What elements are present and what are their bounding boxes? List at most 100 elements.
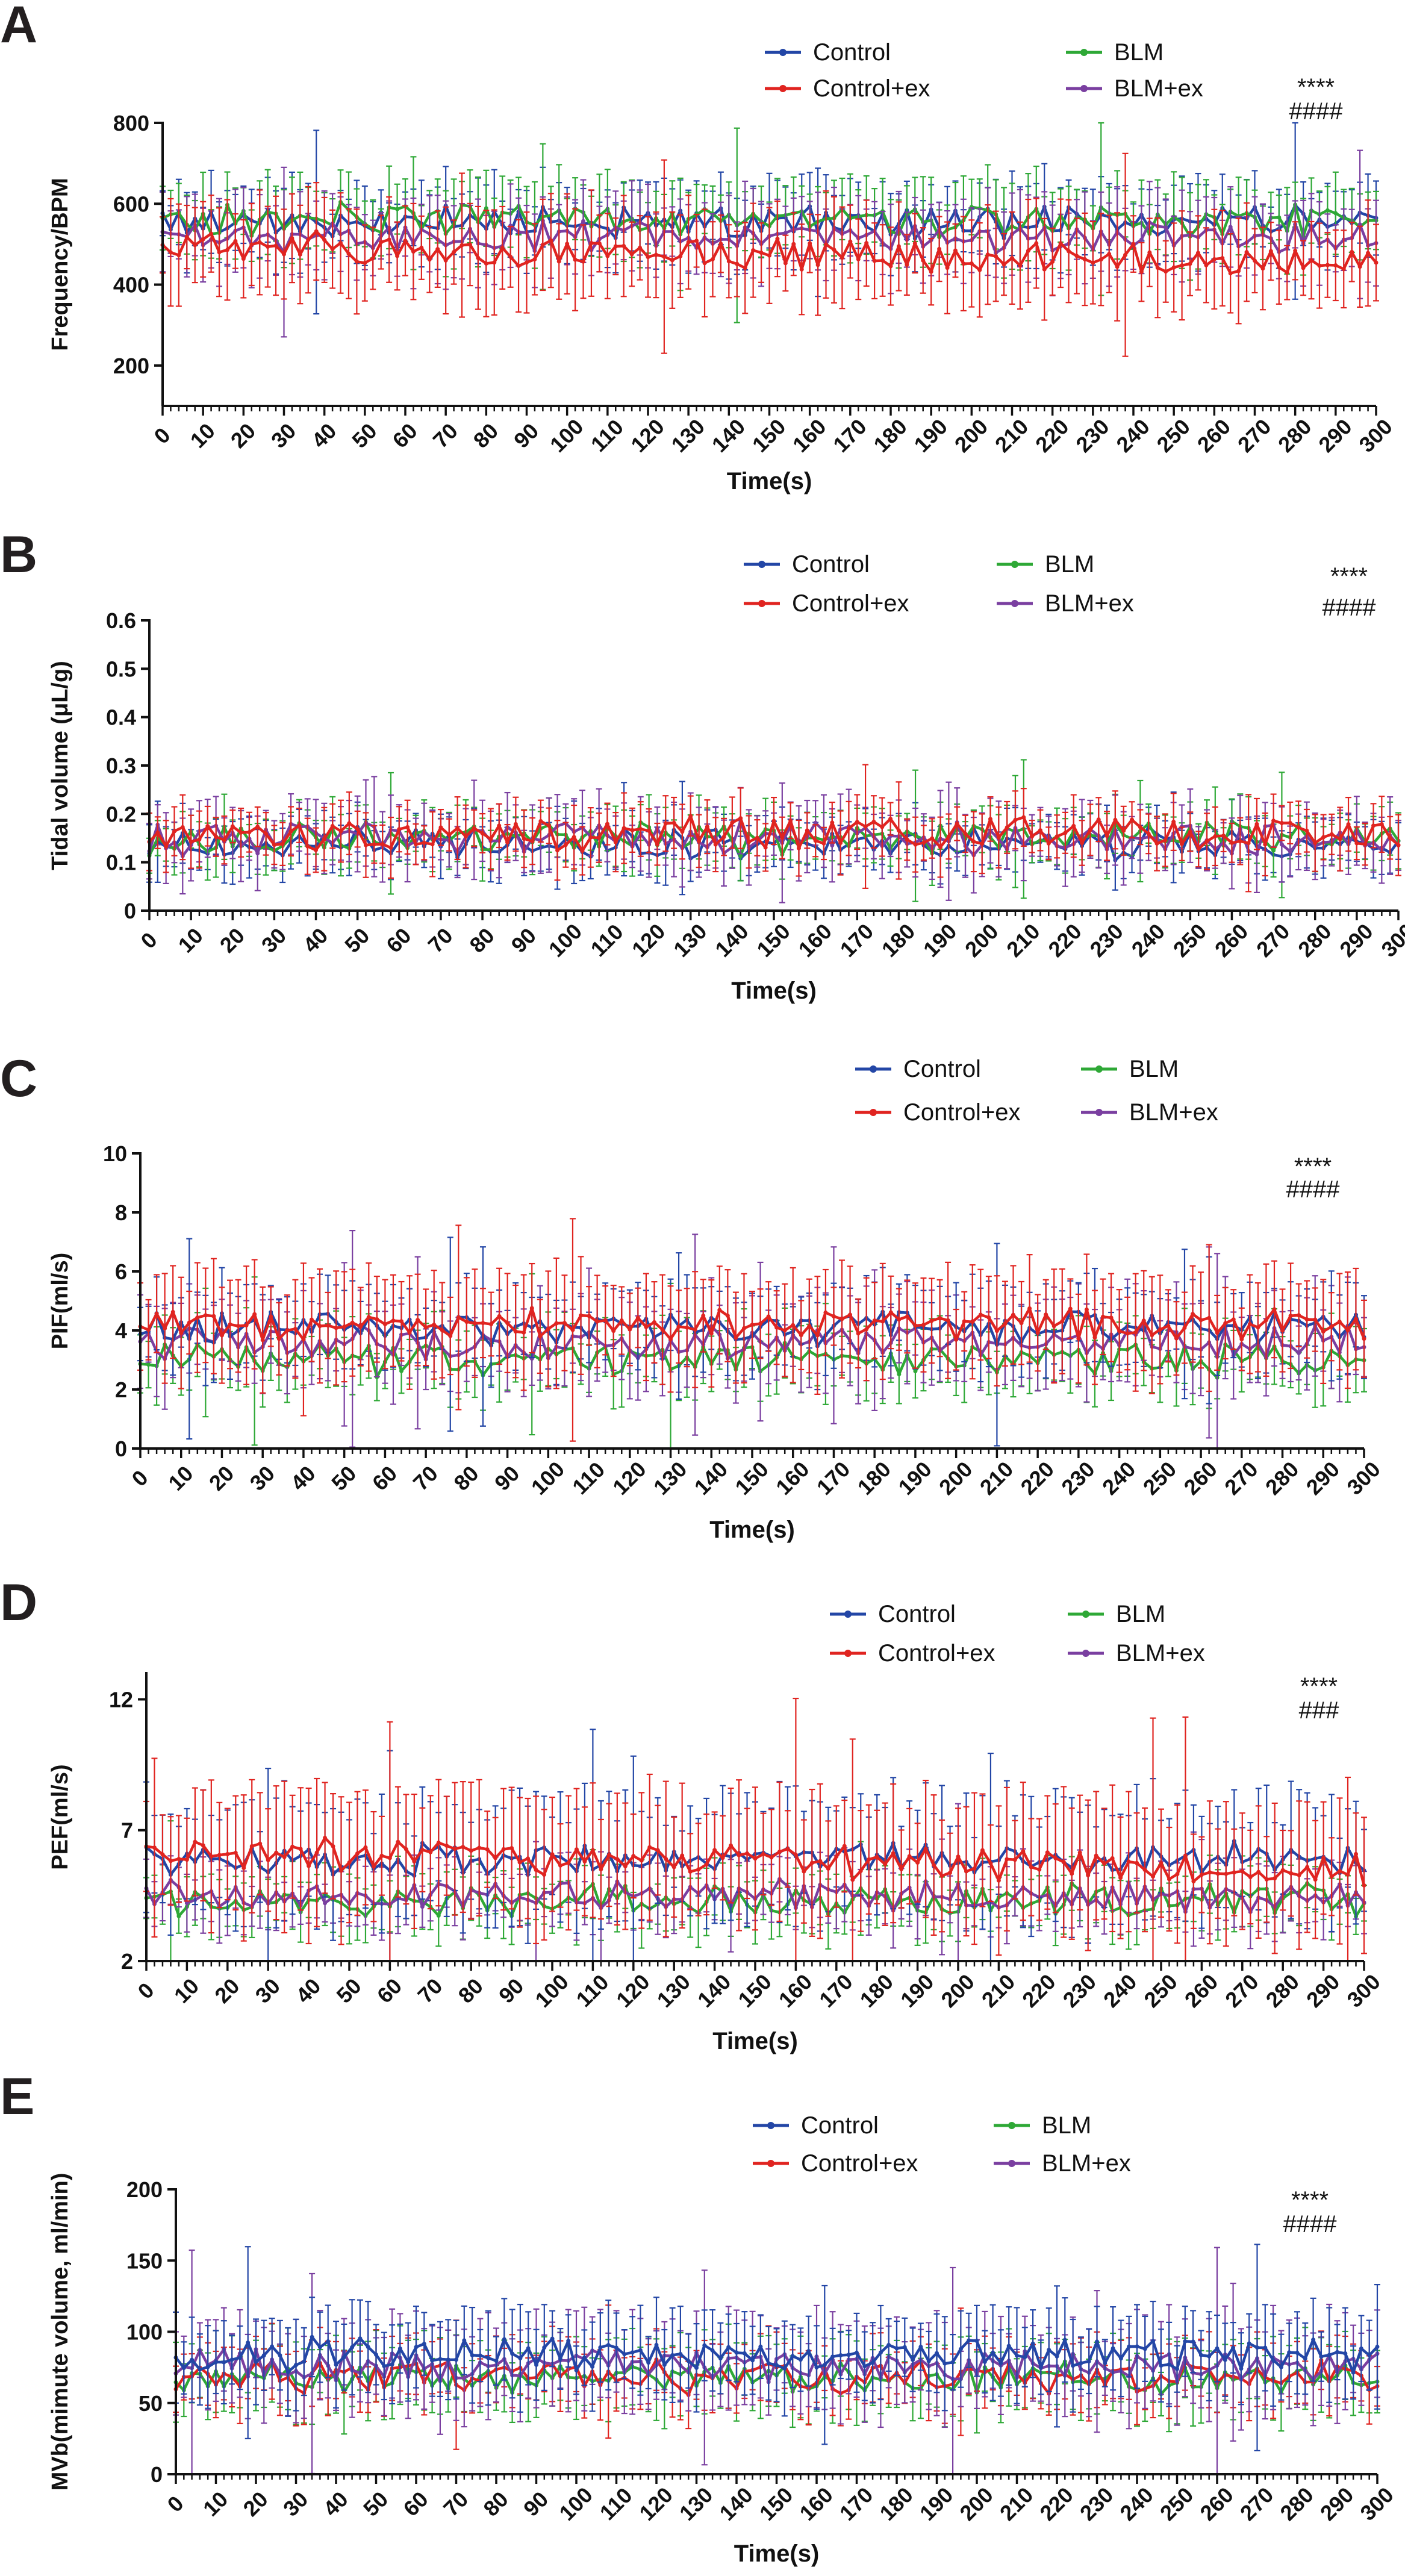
data-point	[403, 239, 408, 243]
data-point	[1212, 257, 1217, 261]
data-point	[297, 823, 302, 828]
data-point	[580, 849, 585, 853]
data-point	[438, 825, 443, 830]
data-point	[662, 254, 667, 259]
data-point	[912, 241, 917, 246]
data-point	[288, 829, 293, 834]
significance-hashes: ####	[1289, 98, 1344, 125]
data-point	[435, 247, 440, 252]
data-point	[872, 258, 877, 263]
data-point	[322, 837, 326, 841]
data-point	[176, 253, 181, 258]
data-point	[1254, 852, 1259, 856]
data-point	[763, 845, 768, 850]
data-point	[880, 258, 885, 263]
y-axis-label: Frequency/BPM	[48, 178, 73, 351]
data-point	[838, 841, 843, 846]
data-point	[630, 828, 635, 832]
x-tick-label: 240	[1111, 414, 1154, 457]
data-point	[1220, 256, 1225, 261]
data-point	[164, 844, 169, 849]
data-point	[492, 260, 497, 265]
x-tick-label: 150	[747, 414, 790, 457]
data-point	[1325, 208, 1330, 213]
data-point	[346, 251, 351, 256]
data-point	[1357, 264, 1362, 269]
data-point	[201, 237, 205, 242]
data-point	[1268, 249, 1273, 254]
data-point	[808, 241, 812, 246]
data-point	[563, 843, 568, 847]
data-point	[1164, 225, 1168, 229]
data-point	[452, 250, 456, 255]
data-point	[638, 245, 643, 250]
data-point	[241, 257, 246, 261]
data-point	[180, 825, 185, 829]
x-tick-label: 200	[950, 414, 992, 457]
data-point	[209, 231, 214, 236]
data-point	[205, 824, 210, 829]
data-point	[1139, 270, 1144, 275]
data-point	[549, 238, 553, 243]
x-tick-label: 230	[1071, 414, 1114, 457]
data-point	[214, 835, 219, 840]
y-tick-label: 800	[113, 111, 149, 136]
data-point	[597, 241, 602, 246]
data-point	[581, 219, 586, 223]
data-point	[249, 242, 254, 247]
data-point	[298, 252, 302, 257]
x-tick-label: 80	[469, 419, 503, 453]
data-point	[937, 246, 942, 251]
significance-stars: ****	[1297, 74, 1335, 101]
data-point	[1325, 263, 1330, 267]
data-point	[1082, 257, 1087, 262]
data-point	[663, 821, 668, 826]
data-point	[1228, 271, 1233, 276]
data-point	[238, 830, 243, 835]
legend-item-control: Control	[765, 39, 891, 66]
data-point	[994, 254, 998, 258]
x-tick-label: 70	[428, 419, 463, 453]
data-point	[463, 834, 468, 839]
data-point	[573, 257, 578, 262]
data-point	[540, 242, 545, 247]
data-point	[840, 255, 844, 260]
data-point	[1236, 269, 1241, 273]
data-point	[713, 842, 718, 847]
data-point	[1098, 257, 1103, 262]
data-point	[671, 820, 676, 825]
data-point	[1357, 222, 1362, 227]
data-point	[1277, 215, 1282, 220]
data-point	[1293, 248, 1298, 253]
panel-letter: B	[0, 526, 37, 584]
legend-item-control-plus-ex: Control+ex	[765, 75, 930, 102]
data-point	[172, 829, 176, 834]
data-point	[730, 820, 735, 825]
data-point	[168, 250, 173, 255]
x-tick-label: 220	[1030, 414, 1073, 457]
data-point	[743, 266, 747, 270]
data-point	[422, 840, 426, 845]
data-point	[1333, 211, 1338, 216]
data-point	[581, 259, 586, 264]
data-point	[1341, 267, 1346, 272]
data-point	[788, 819, 793, 823]
data-point	[388, 845, 393, 850]
x-tick-label: 20	[226, 419, 260, 453]
data-point	[447, 832, 452, 837]
data-point	[1107, 252, 1112, 257]
data-point	[830, 843, 835, 848]
data-point	[1195, 251, 1200, 255]
data-point	[555, 848, 560, 853]
data-point	[197, 837, 202, 842]
x-tick-label: 140	[707, 414, 750, 457]
data-point	[830, 820, 835, 825]
data-point	[395, 254, 400, 258]
data-point	[497, 823, 502, 828]
data-point	[222, 838, 226, 843]
x-tick-label: 130	[667, 414, 709, 457]
data-point	[969, 261, 974, 266]
data-point	[622, 826, 626, 831]
data-point	[821, 841, 826, 846]
